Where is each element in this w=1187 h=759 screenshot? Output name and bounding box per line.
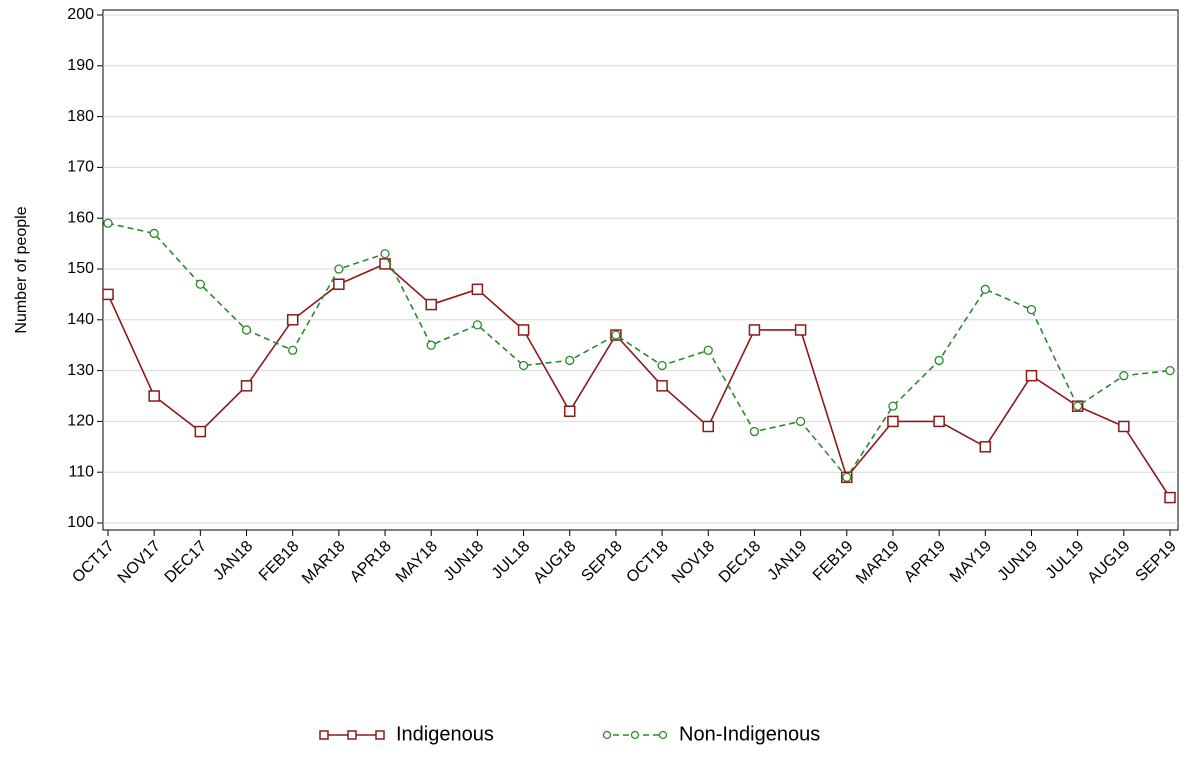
y-tick-label: 130 — [67, 362, 94, 379]
y-tick-label: 190 — [67, 57, 94, 74]
data-point — [426, 340, 436, 350]
x-tick-label: MAR19 — [853, 538, 903, 588]
x-tick-label: AUG19 — [1085, 538, 1134, 587]
legend-marker — [375, 730, 385, 740]
data-point — [563, 405, 576, 417]
data-point — [286, 314, 299, 326]
data-point — [102, 288, 114, 301]
data-point — [148, 390, 160, 402]
x-tick-label: JUN19 — [995, 538, 1042, 585]
data-point — [795, 416, 806, 427]
data-point — [241, 325, 252, 335]
data-point — [425, 298, 437, 311]
x-tick-label: MAY18 — [393, 538, 441, 586]
data-point — [657, 360, 667, 371]
data-point — [1164, 491, 1176, 504]
x-tick-label: JUL18 — [489, 538, 534, 583]
data-point — [380, 249, 390, 259]
x-tick-label: OCT17 — [69, 538, 118, 587]
data-point — [1118, 420, 1130, 433]
data-point — [1119, 371, 1129, 381]
legend-marker — [319, 730, 329, 740]
x-tick-label: NOV18 — [669, 538, 718, 587]
data-point — [703, 345, 713, 355]
y-tick-label: 150 — [67, 260, 94, 277]
data-point — [472, 320, 483, 330]
x-tick-label: NOV17 — [115, 538, 164, 587]
data-point — [194, 425, 207, 438]
x-tick-label: SEP18 — [578, 538, 625, 585]
data-point — [1026, 304, 1037, 315]
data-point — [565, 355, 575, 366]
data-point — [195, 279, 205, 289]
data-point — [288, 345, 298, 355]
data-point — [471, 283, 484, 296]
x-tick-label: FEB18 — [256, 538, 303, 585]
x-tick-label: DEC18 — [716, 538, 765, 587]
data-point — [334, 264, 344, 274]
y-tick-label: 100 — [67, 514, 94, 531]
data-point — [149, 228, 159, 239]
data-point — [888, 401, 898, 411]
x-tick-label: MAR18 — [299, 538, 349, 588]
legend-marker — [602, 730, 612, 740]
series-line — [107, 262, 1171, 499]
data-point — [794, 324, 807, 336]
x-tick-label: OCT18 — [623, 538, 672, 587]
legend-marker — [347, 730, 357, 740]
data-point — [933, 415, 945, 428]
y-tick-label: 140 — [67, 311, 94, 328]
y-tick-label: 170 — [67, 159, 94, 176]
legend-marker — [658, 730, 668, 740]
data-point — [103, 218, 113, 228]
y-tick-label: 120 — [67, 413, 94, 430]
x-tick-label: JUN18 — [441, 538, 488, 585]
x-tick-label: APR19 — [901, 538, 949, 586]
data-point — [842, 472, 852, 482]
data-point — [240, 380, 253, 392]
x-tick-label: JUL19 — [1043, 538, 1088, 583]
x-tick-label: JAN18 — [210, 538, 256, 584]
legend-label: Non-Indigenous — [679, 723, 820, 745]
x-tick-label: DEC17 — [162, 538, 211, 587]
x-tick-label: AUG18 — [530, 538, 579, 587]
data-point — [333, 278, 345, 290]
y-tick-label: 180 — [67, 108, 94, 125]
y-tick-label: 200 — [67, 6, 94, 23]
legend-label: Indigenous — [396, 723, 494, 745]
data-point — [517, 324, 530, 336]
data-point — [980, 284, 990, 294]
data-point — [518, 360, 529, 371]
data-point — [702, 420, 715, 433]
data-point — [1025, 369, 1038, 382]
x-tick-label: FEB19 — [810, 538, 857, 585]
data-point — [656, 380, 668, 392]
x-tick-label: APR18 — [347, 538, 395, 586]
y-axis-label: Number of people — [13, 206, 30, 333]
data-point — [1073, 401, 1083, 411]
series-line — [107, 222, 1171, 479]
y-tick-label: 110 — [68, 463, 94, 480]
data-point — [1165, 365, 1175, 376]
x-tick-label: JAN19 — [764, 538, 810, 584]
legend-marker — [630, 730, 640, 740]
data-point — [979, 441, 992, 453]
data-point — [611, 330, 621, 340]
plot-frame — [102, 9, 1179, 531]
data-point — [749, 426, 760, 437]
data-point — [748, 324, 761, 336]
data-point — [887, 415, 899, 428]
y-tick-label: 160 — [67, 209, 94, 226]
x-tick-label: SEP19 — [1133, 538, 1180, 585]
x-tick-label: MAY19 — [947, 538, 995, 586]
data-point — [934, 355, 944, 366]
